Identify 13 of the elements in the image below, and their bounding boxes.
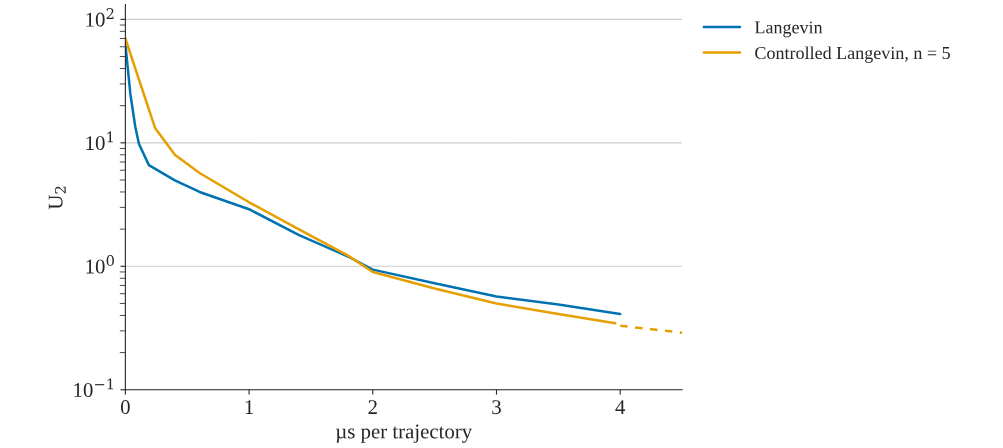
x-tick-label: 0 <box>120 400 130 415</box>
y-axis-title: U$_{2}$ <box>48 186 66 210</box>
x-tick-label: 3 <box>492 400 501 415</box>
legend-label: Langevin <box>754 21 823 38</box>
x-tick-label: 2 <box>368 400 377 414</box>
y-tick-label: 10$^{0}$ <box>86 254 114 274</box>
x-axis-title: µs per trajectory <box>335 424 473 443</box>
y-tick-label: 10$^{1}$ <box>86 131 113 151</box>
y-tick-label: 10$^{2}$ <box>86 8 114 27</box>
x-tick-label: 4 <box>615 400 626 414</box>
x-tick-label: 1 <box>245 400 254 414</box>
y-tick-label: 10$^{−1}$ <box>74 378 113 398</box>
legend-label: Controlled Langevin, n = 5 <box>755 46 950 63</box>
